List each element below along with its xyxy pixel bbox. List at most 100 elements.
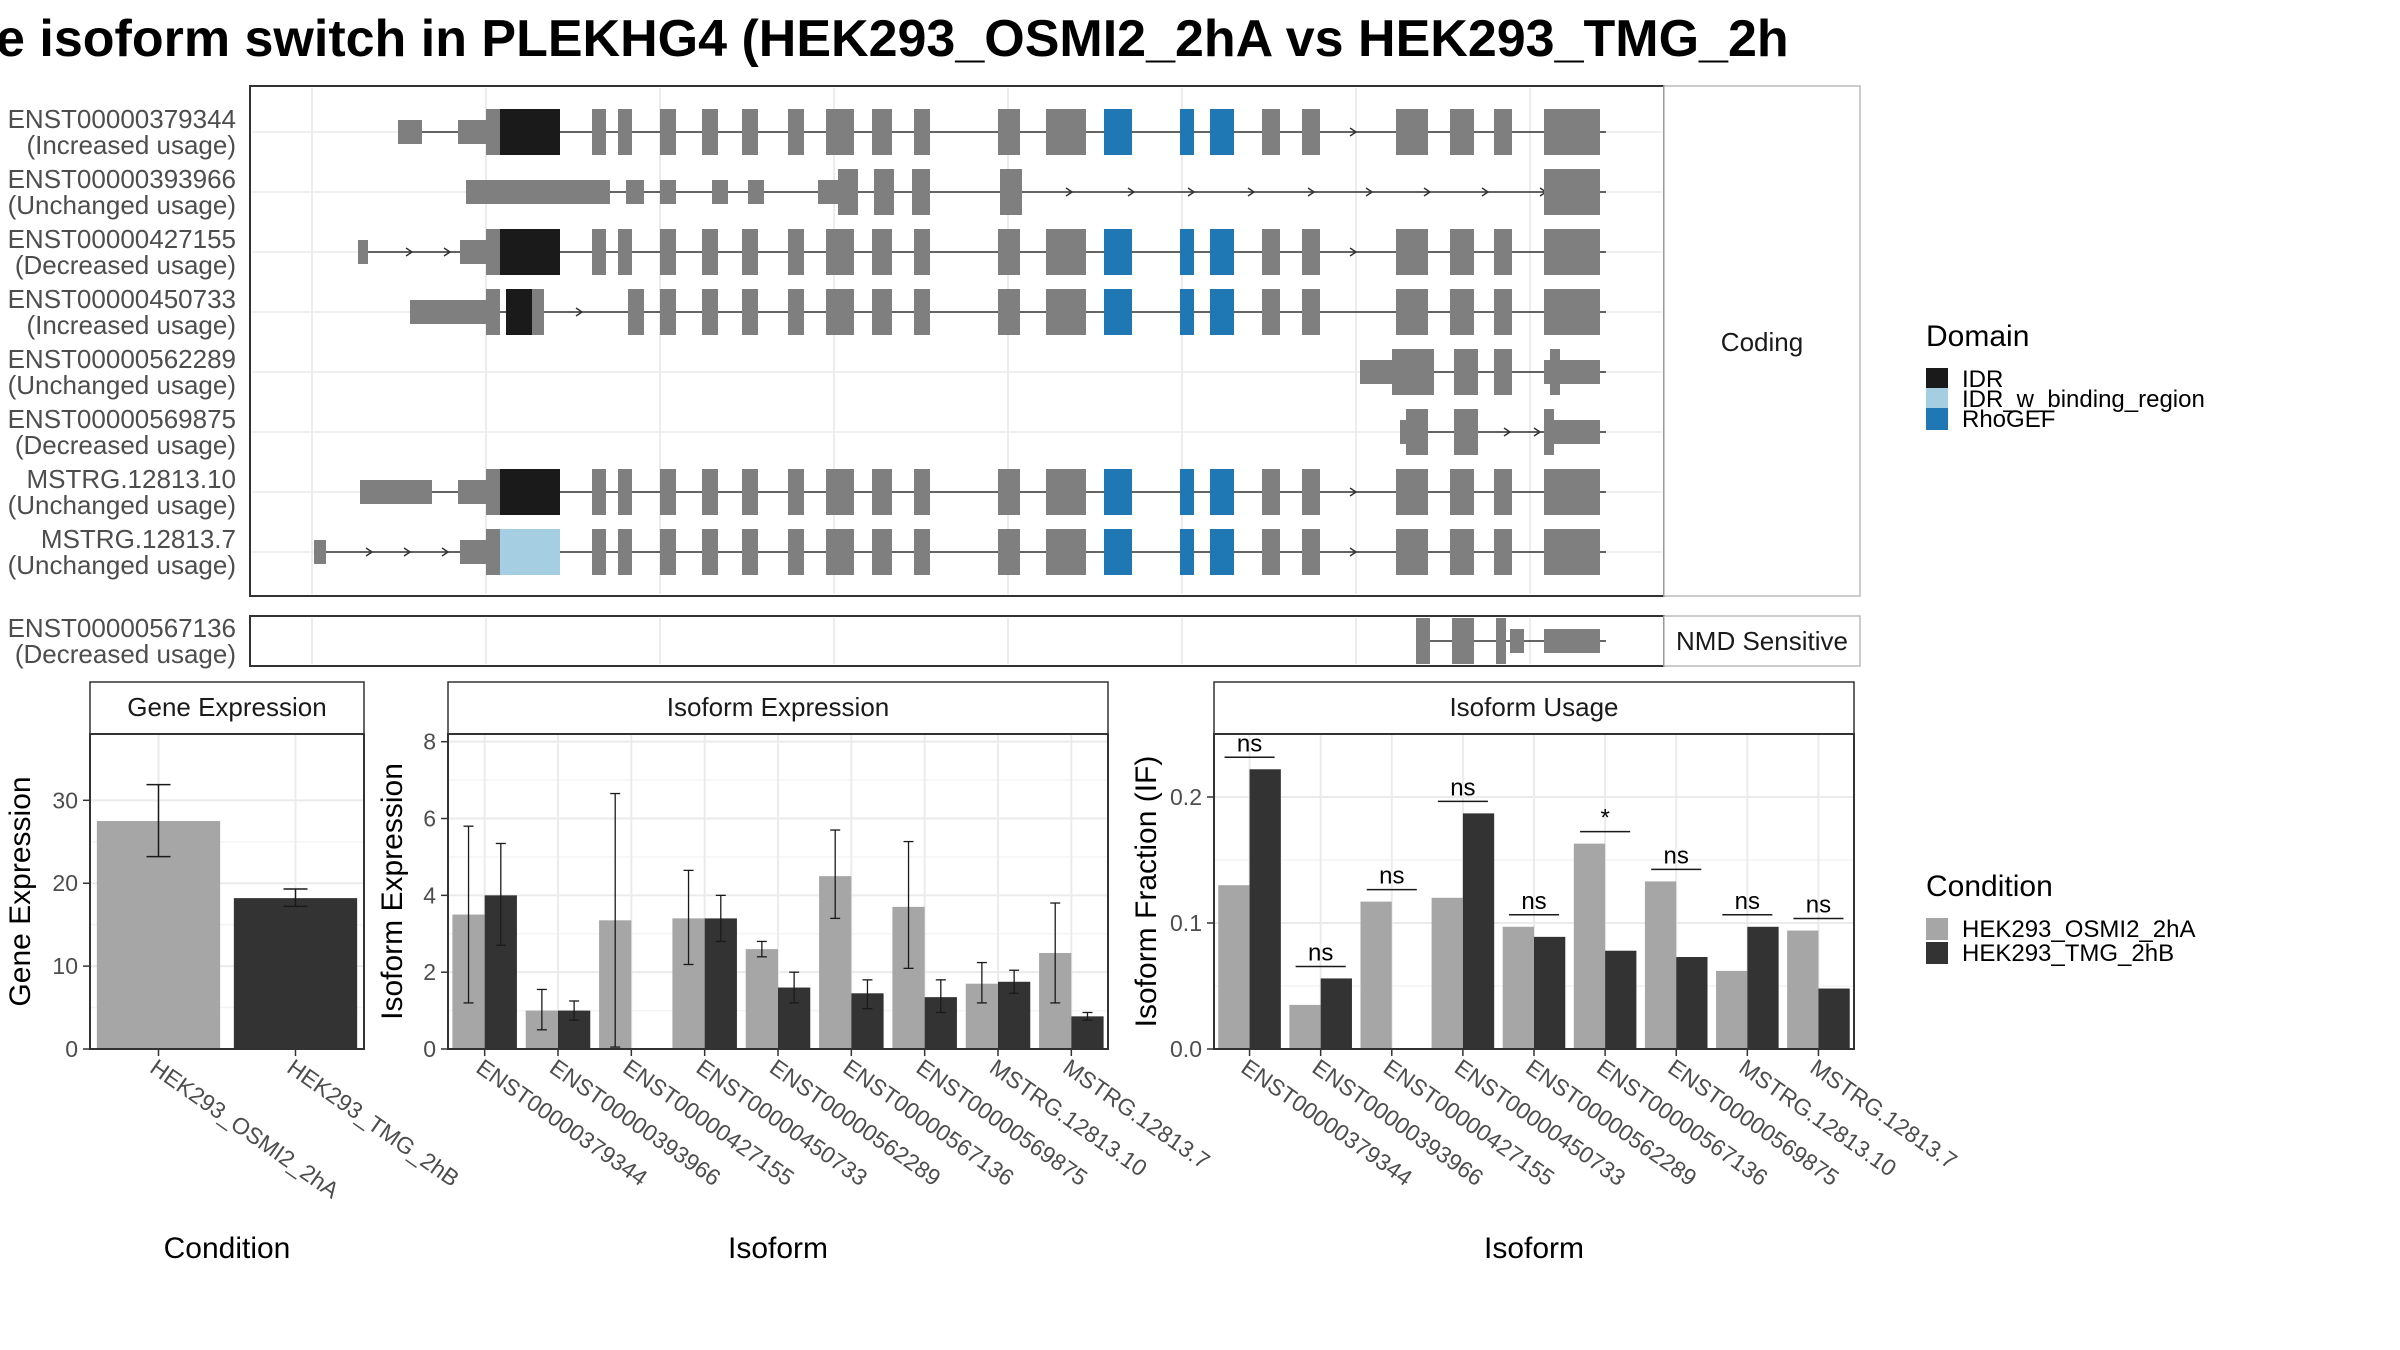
strand-arrow <box>1503 427 1512 437</box>
exon <box>1262 109 1280 155</box>
significance-label: ns <box>1735 888 1760 915</box>
strand-arrow <box>1349 547 1358 557</box>
coding-transcript-row-7 <box>314 529 1606 575</box>
exon <box>998 289 1020 335</box>
bar-HEK293_TMG_2hB-MSTRG.12813.7 <box>1818 988 1850 1049</box>
exon <box>592 469 606 515</box>
exon <box>998 229 1020 275</box>
exon <box>1392 349 1434 395</box>
exon <box>628 289 644 335</box>
exon <box>1396 229 1428 275</box>
bar-HEK293_OSMI2_2hA-ENST00000567136 <box>1573 843 1606 1049</box>
chart-title-strip <box>447 681 1109 735</box>
exon <box>872 109 892 155</box>
exon <box>788 289 804 335</box>
exon <box>1406 409 1428 455</box>
exon <box>872 289 892 335</box>
exon <box>532 289 544 335</box>
exon <box>1396 109 1428 155</box>
domain-legend-key <box>1926 368 1948 390</box>
exon <box>1302 289 1320 335</box>
domain-legend-label: IDR_w_binding_region <box>1962 386 2205 413</box>
bar-HEK293_TMG_2hB-ENST00000450733 <box>1462 813 1495 1049</box>
bar-HEK293_OSMI2_2hA-ENST00000562289 <box>1502 926 1534 1049</box>
isoform-id-label: ENST00000393966 <box>8 164 236 194</box>
exon <box>460 540 490 564</box>
plot-frame <box>89 733 365 1050</box>
y-tick-label: 0.1 <box>1170 910 1202 936</box>
bar-HEK293_OSMI2_2hA-ENST00000450733 <box>1431 897 1463 1049</box>
domain-RhoGEF <box>1104 109 1132 155</box>
exon <box>912 169 930 215</box>
significance-label: ns <box>1379 863 1404 890</box>
domain-IDR <box>500 109 560 155</box>
y-axis-title: Isoform Expression <box>376 763 409 1020</box>
domain-RhoGEF <box>1180 469 1194 515</box>
domain-RhoGEF <box>1104 469 1132 515</box>
exon <box>660 180 676 204</box>
exon <box>1396 289 1428 335</box>
exon <box>1494 109 1512 155</box>
exon <box>618 469 632 515</box>
exon <box>486 289 500 335</box>
exon <box>826 529 854 575</box>
coding-panel-frame <box>249 85 1665 597</box>
exon <box>1494 229 1512 275</box>
y-axis-title: Gene Expression <box>4 776 37 1006</box>
exon <box>742 529 758 575</box>
coding-panel-label: Coding <box>1721 327 1803 357</box>
exon <box>486 469 500 515</box>
domain-IDR <box>500 469 560 515</box>
y-tick-label: 10 <box>52 953 78 979</box>
isoform-usage-label: (Increased usage) <box>26 310 236 340</box>
nmd-panel-label: NMD Sensitive <box>1676 626 1848 656</box>
domain-RhoGEF <box>1180 529 1194 575</box>
condition-legend-key <box>1926 918 1948 940</box>
figure-title: e isoform switch in PLEKHG4 (HEK293_OSMI… <box>0 10 1789 68</box>
strand-arrow <box>1481 187 1490 197</box>
exon <box>1262 229 1280 275</box>
bar-HEK293_TMG_2hB-ENST00000569875 <box>1676 957 1708 1049</box>
domain-RhoGEF <box>1210 109 1234 155</box>
domain-RhoGEF <box>1210 229 1234 275</box>
exon <box>1544 289 1600 335</box>
y-tick-label: 6 <box>423 806 436 832</box>
exon <box>1302 469 1320 515</box>
bar-HEK293_TMG_2hB-ENST00000567136 <box>1605 950 1637 1049</box>
nmd-strip <box>1663 615 1861 667</box>
exon <box>1046 469 1086 515</box>
exon <box>458 120 488 144</box>
exon <box>1262 529 1280 575</box>
exon <box>1550 420 1600 444</box>
isoform-usage-label: (Unchanged usage) <box>8 370 236 400</box>
exon <box>1550 349 1560 395</box>
exon <box>1494 529 1512 575</box>
chart-panel-title: Isoform Expression <box>667 692 890 722</box>
exon <box>742 229 758 275</box>
exon <box>1544 469 1600 515</box>
exon <box>788 469 804 515</box>
exon <box>360 480 432 504</box>
strand-arrow <box>441 547 450 557</box>
exon <box>998 529 1020 575</box>
domain-RhoGEF <box>1180 289 1194 335</box>
bar-HEK293_OSMI2_2hA-ENST00000379344 <box>1218 885 1250 1049</box>
domain-RhoGEF <box>1210 289 1234 335</box>
exon <box>914 109 930 155</box>
coding-transcript-row-2 <box>358 229 1606 275</box>
exon <box>1262 289 1280 335</box>
isoform-id-label: ENST00000379344 <box>8 104 236 134</box>
coding-transcript-row-3 <box>410 289 1606 335</box>
exon <box>914 529 930 575</box>
exon <box>1046 289 1086 335</box>
bar-HEK293_TMG_2hB-ENST00000562289 <box>1534 936 1566 1049</box>
bar-HEK293_TMG_2hB-MSTRG.12813.10 <box>1747 926 1779 1049</box>
isoform-usage-label: (Unchanged usage) <box>8 190 236 220</box>
exon <box>1544 529 1600 575</box>
exon <box>1544 629 1600 653</box>
chart-panel-title: Gene Expression <box>127 692 326 722</box>
exon <box>788 109 804 155</box>
